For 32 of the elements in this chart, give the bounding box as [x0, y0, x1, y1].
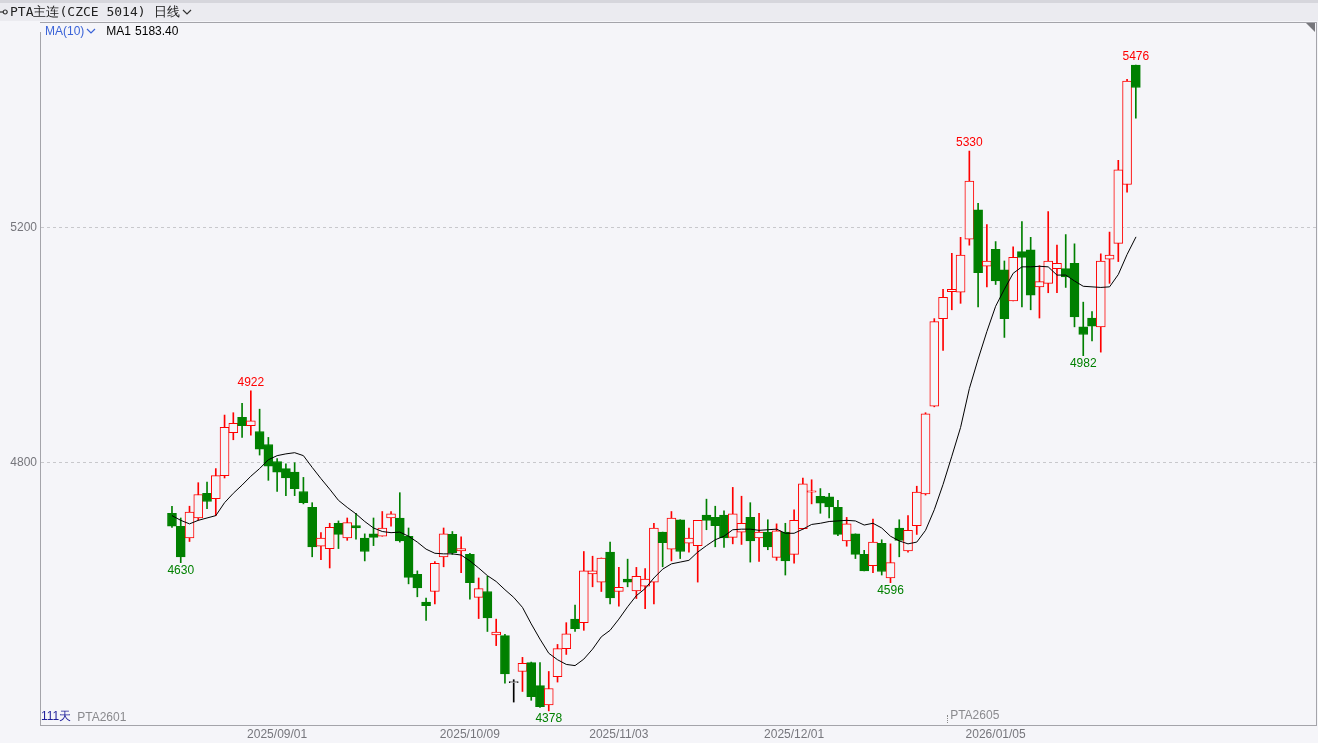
candlestick — [754, 512, 764, 562]
header-bar: PTA主连(CZCE 5014) 日线 — [0, 0, 1318, 21]
candlestick — [456, 536, 466, 574]
y-tick-label: 5200 — [10, 219, 38, 234]
candlestick — [246, 390, 256, 436]
candlestick — [614, 567, 624, 607]
annotation: 4630 — [167, 562, 195, 577]
x-tick-label: 2025/10/09 — [439, 726, 501, 741]
y-tick-label: 4800 — [10, 455, 38, 470]
candlestick — [421, 597, 431, 621]
annotation: 5476 — [1122, 49, 1150, 64]
annotation: 4378 — [535, 711, 563, 726]
legend-title: MA(10) — [45, 24, 85, 38]
annotation: 4596 — [877, 582, 905, 597]
candlestick — [351, 512, 361, 540]
annotation: 4982 — [1069, 355, 1097, 370]
x-tick-label: 2025/09/01 — [247, 726, 308, 741]
candlestick — [982, 224, 992, 288]
x-tick-label: 2025/11/03 — [589, 726, 649, 741]
x-tick-label: 2025/12/01 — [764, 726, 825, 741]
candlestick — [1078, 301, 1089, 356]
text: MA1 — [106, 24, 132, 38]
annotation: 5183.40 — [135, 24, 179, 38]
annotation: 4922 — [237, 375, 265, 390]
text: PTA2601 — [77, 709, 127, 724]
annotation: PTA2605 — [950, 708, 1000, 722]
chart-title: PTA主连(CZCE 5014) — [10, 3, 146, 21]
annotation: 5330 — [955, 135, 984, 150]
x-tick-label: 2026/01/05 — [965, 726, 1026, 741]
chart-subtitle: 日线 — [153, 3, 180, 21]
text: 111天 — [41, 708, 72, 725]
candlestick — [237, 402, 247, 438]
